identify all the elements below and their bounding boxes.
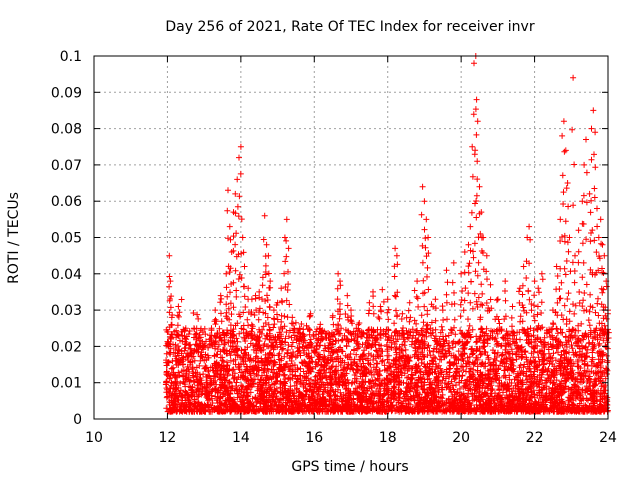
- x-tick-label: 14: [232, 430, 250, 446]
- axis-ticks: [93, 55, 609, 420]
- y-tick-label: 0.1: [60, 49, 82, 65]
- y-tick-label: 0: [73, 412, 82, 428]
- y-axis-label: ROTI / TECUs: [6, 192, 22, 284]
- x-tick-label: 20: [452, 430, 470, 446]
- y-tick-label: 0.07: [51, 158, 82, 174]
- y-tick-label: 0.08: [51, 122, 82, 138]
- y-tick-label: 0.05: [51, 231, 82, 247]
- x-tick-label: 24: [599, 430, 617, 446]
- y-tick-label: 0.04: [51, 267, 82, 283]
- x-tick-label: 16: [305, 430, 323, 446]
- y-tick-label: 0.09: [51, 85, 82, 101]
- x-axis-label: GPS time / hours: [291, 459, 408, 475]
- data-points: [162, 53, 612, 415]
- y-tick-label: 0.06: [51, 194, 82, 210]
- chart-title: Day 256 of 2021, Rate Of TEC Index for r…: [165, 19, 534, 35]
- x-tick-labels: 10 12 14 16 18 20 22 24: [85, 430, 617, 446]
- x-tick-label: 10: [85, 430, 103, 446]
- x-tick-label: 18: [379, 430, 397, 446]
- x-tick-label: 22: [526, 430, 544, 446]
- y-tick-labels: 0 0.01 0.02 0.03 0.04 0.05 0.06 0.07 0.08 0.09 0.1: [51, 49, 82, 428]
- y-tick-label: 0.03: [51, 303, 82, 319]
- x-tick-label: 12: [159, 430, 177, 446]
- y-tick-label: 0.02: [51, 339, 82, 355]
- roti-point-markers: [162, 53, 612, 415]
- y-tick-label: 0.01: [51, 376, 82, 392]
